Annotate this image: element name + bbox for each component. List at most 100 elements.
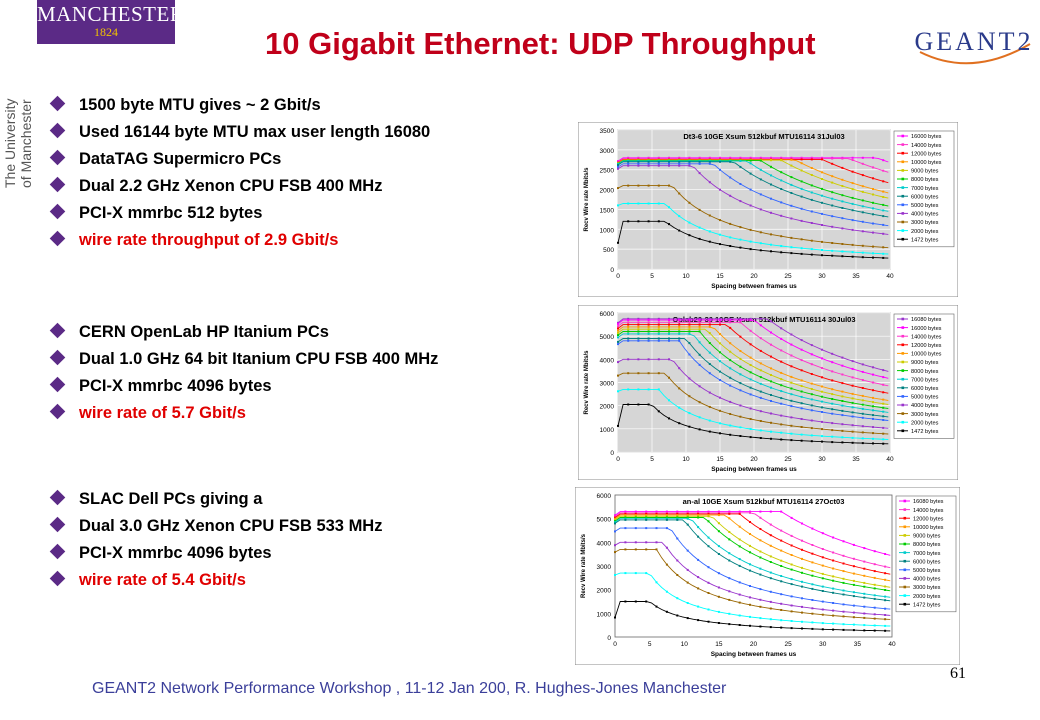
data-point [627,319,630,321]
data-point [872,256,874,259]
data-point [841,356,844,359]
diamond-bullet-icon [49,203,66,220]
data-point [698,325,701,328]
data-point [719,319,721,321]
data-point [831,435,834,438]
data-point [708,214,711,217]
data-point [759,396,762,399]
data-point [668,328,670,331]
data-point [873,597,876,600]
data-point [698,319,701,321]
data-point [617,241,619,244]
data-point [884,553,887,555]
data-point [882,180,885,183]
data-point [863,629,866,632]
data-point [678,192,681,195]
data-point [831,204,834,207]
data-point [678,323,681,326]
data-point [790,399,793,402]
x-tick-label: 30 [819,641,827,648]
diamond-bullet-icon [49,149,66,166]
data-point [780,371,783,374]
data-point [821,435,823,438]
data-point [634,515,637,518]
data-point [832,575,835,578]
data-point [842,623,845,626]
data-point [873,587,876,590]
data-point [728,511,731,514]
data-point [811,552,814,555]
data-point [647,160,650,163]
legend-marker [903,585,907,589]
data-point [637,317,640,320]
data-point [655,510,658,513]
data-point [851,392,854,395]
data-point [811,607,814,610]
data-point [872,401,874,404]
data-point [872,213,874,216]
data-point [872,405,874,408]
legend-entry: 2000 bytes [913,594,941,600]
bullet-item: DataTAG Supermicro PCs [49,149,281,169]
data-point [676,614,679,617]
data-point [811,583,814,586]
data-point [647,330,650,333]
data-point [676,516,679,519]
data-point [884,585,887,588]
logo-name: MANCHESTER [37,2,185,26]
data-point [686,549,689,552]
data-point [851,360,854,363]
data-point [851,376,854,379]
data-point [688,319,691,321]
data-point [769,577,772,580]
data-point [614,518,616,521]
data-point [770,197,772,200]
university-vertical-text: The University of Manchester [2,99,34,188]
data-point [665,563,668,566]
data-point [665,510,668,513]
data-point [831,370,834,373]
data-point [678,339,681,342]
data-point [624,572,627,575]
data-point [780,390,783,393]
data-point [739,335,742,338]
data-point [863,605,866,608]
legend-entry: 7000 bytes [911,186,939,192]
data-point [821,385,823,388]
data-point [770,386,772,389]
data-point [655,581,658,584]
data-point [790,595,793,598]
data-point [707,536,710,539]
data-point [790,416,793,419]
data-point [627,321,630,324]
data-point [780,171,783,174]
data-point [831,191,834,194]
data-point [637,332,640,335]
data-point [841,373,844,376]
data-point [688,201,691,204]
data-point [676,518,679,521]
data-point [800,439,803,442]
data-point [800,407,803,410]
data-point [811,527,814,530]
data-point [872,373,874,376]
data-point [665,590,668,593]
data-point [873,594,876,597]
data-point [872,156,874,159]
data-point [790,246,793,249]
data-point [863,581,866,584]
data-point [627,358,630,361]
x-tick-label: 5 [650,456,654,463]
data-point [729,367,732,370]
data-point [749,162,752,165]
bullet-item: Dual 1.0 GHz 64 bit Itanium CPU FSB 400 … [49,349,438,369]
y-tick-label: 5000 [597,517,612,524]
data-point [759,617,762,620]
data-point [770,355,772,358]
y-tick-label: 3500 [600,128,615,135]
data-point [832,587,835,590]
data-point [801,627,803,630]
data-point [749,386,752,389]
y-tick-label: 5000 [600,334,615,341]
data-point [811,621,814,624]
